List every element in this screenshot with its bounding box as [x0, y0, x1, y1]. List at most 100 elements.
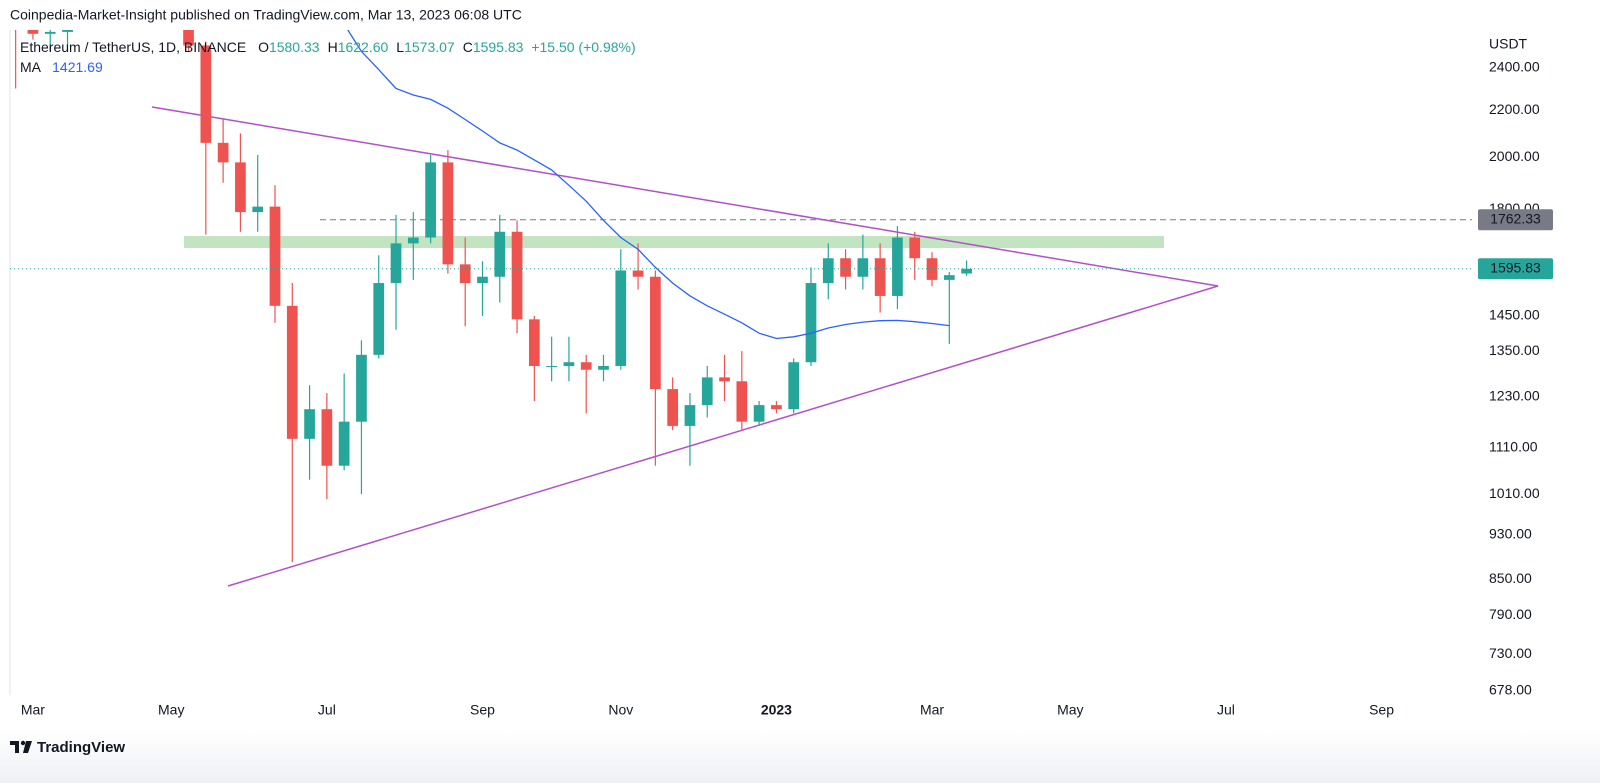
x-tick-label: Jul: [318, 702, 336, 718]
candle-body: [183, 30, 194, 46]
candle-body: [892, 237, 903, 296]
candle-body: [200, 45, 212, 143]
candle-body: [528, 319, 540, 366]
candle-body: [373, 283, 385, 355]
candle-body: [753, 405, 765, 422]
candle-body: [771, 405, 782, 410]
candle-body: [961, 268, 972, 274]
candle-body: [321, 409, 333, 466]
candle-body: [407, 237, 419, 244]
legend-value: 1580.33: [269, 39, 320, 55]
candle-body: [788, 362, 800, 410]
y-tick-label: 1010.00: [1489, 485, 1540, 501]
legend-value: 1573.07: [404, 39, 455, 55]
y-tick-label: 2000.00: [1489, 148, 1540, 164]
legend-value: 1622.60: [338, 39, 389, 55]
plot-area: [10, 30, 1472, 587]
y-tick-label: 678.00: [1489, 681, 1532, 697]
candle-body: [356, 354, 367, 422]
candle-body: [511, 231, 523, 320]
y-tick-label: 2200.00: [1489, 101, 1540, 117]
candle-body: [62, 30, 73, 32]
y-tick-label: 730.00: [1489, 645, 1532, 661]
candle-body: [632, 270, 644, 277]
legend-ma-name: MA: [20, 59, 42, 75]
y-tick-label: 850.00: [1489, 570, 1532, 586]
legend-prefix: C: [463, 39, 473, 55]
footer-brand: TradingView: [37, 739, 125, 756]
x-tick-label: May: [1057, 702, 1083, 718]
candle-body: [286, 305, 298, 439]
y-tick-label: 1230.00: [1489, 388, 1540, 404]
candle-body: [840, 258, 851, 277]
candle-body: [926, 258, 938, 280]
candle-body: [719, 377, 730, 382]
legend-prefix: O: [258, 39, 269, 55]
candle-body: [44, 31, 56, 34]
candle-body: [598, 365, 609, 370]
candle-body: [338, 421, 350, 466]
current-price-tag: [1478, 258, 1553, 280]
price-axis: USDT 2400.002200.002000.001800.001450.00…: [1489, 36, 1540, 698]
candle-body: [909, 237, 921, 259]
y-tick-label: 930.00: [1489, 526, 1532, 542]
candle-body: [390, 243, 402, 284]
candle-body: [477, 276, 488, 284]
y-tick-label: 1350.00: [1489, 342, 1540, 358]
candle-body: [459, 264, 471, 284]
y-tick-label: 2400.00: [1489, 58, 1540, 74]
candle-body: [27, 30, 39, 34]
candle-body: [736, 381, 748, 422]
price-line-tag-label: 1762.33: [1490, 210, 1541, 226]
y-tick-label: 790.00: [1489, 606, 1532, 622]
candle-body: [650, 276, 661, 390]
x-tick-label: Mar: [920, 702, 944, 718]
x-tick-label: May: [158, 702, 184, 718]
time-axis: Mar May Jul Sep Nov 2023 Mar May Jul Sep: [21, 702, 1394, 718]
legend-line: Ethereum / TetherUS, 1D, BINANCE O1580.3…: [20, 39, 636, 55]
candle-body: [874, 258, 886, 296]
x-tick-label: 2023: [761, 702, 792, 718]
current-price-tag-label: 1595.83: [1490, 259, 1541, 275]
y-tick-label: 1110.00: [1489, 438, 1538, 454]
y-tick-label: 1450.00: [1489, 307, 1540, 323]
x-tick-label: Jul: [1217, 702, 1235, 718]
legend-ma: MA 1421.69: [20, 59, 103, 75]
logo-part: [10, 741, 19, 745]
legend-prefix: L: [396, 39, 404, 55]
candle-body: [615, 270, 627, 366]
legend-ma-value: 1421.69: [52, 59, 103, 75]
candle-body: [684, 405, 696, 426]
logo-part: [15, 741, 19, 753]
logo-part: [23, 741, 32, 753]
x-tick-label: Sep: [470, 702, 495, 718]
x-tick-label: Sep: [1369, 702, 1394, 718]
x-tick-label: Nov: [608, 702, 633, 718]
legend-symbol: Ethereum / TetherUS, 1D, BINANCE: [20, 39, 246, 55]
price-line-tag: [1478, 209, 1553, 231]
legend-value: 1595.83: [473, 39, 524, 55]
tradingview-logo: [10, 740, 32, 753]
candle-body: [442, 162, 454, 265]
candle-body: [546, 365, 557, 367]
candle-body: [701, 377, 713, 406]
candle-body: [252, 206, 264, 213]
axis-unit: USDT: [1489, 36, 1528, 52]
trendline-upper: [151, 106, 1219, 287]
candle-body: [494, 231, 506, 277]
legend-ohlc: O1580.33 H1622.60 L1573.07 C1595.83: [258, 39, 524, 55]
ma-line: [347, 30, 950, 340]
candle-body: [943, 275, 955, 280]
candle-body: [425, 162, 436, 238]
x-tick-label: Mar: [21, 702, 45, 718]
support-zone: [184, 236, 1164, 248]
candle-body: [857, 258, 869, 277]
candle-body: [580, 362, 592, 370]
candle-body: [269, 206, 281, 306]
legend-prefix: H: [328, 39, 338, 55]
candle-body: [822, 258, 834, 284]
logo-part: [20, 740, 26, 746]
